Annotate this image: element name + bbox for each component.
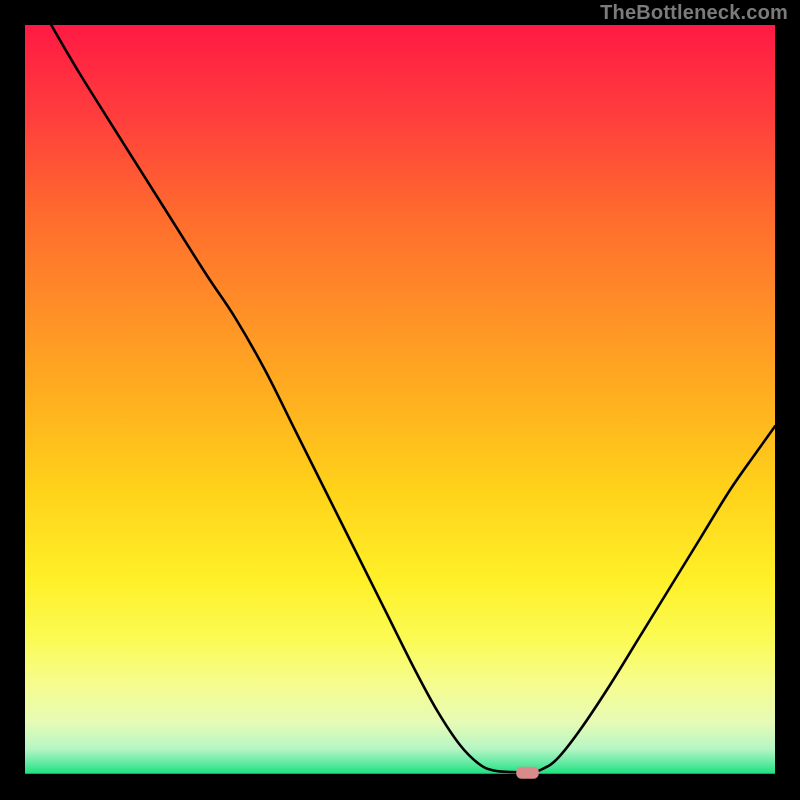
plot-background (25, 25, 775, 775)
bottleneck-chart (0, 0, 800, 800)
chart-frame: TheBottleneck.com (0, 0, 800, 800)
optimal-marker (516, 767, 539, 779)
